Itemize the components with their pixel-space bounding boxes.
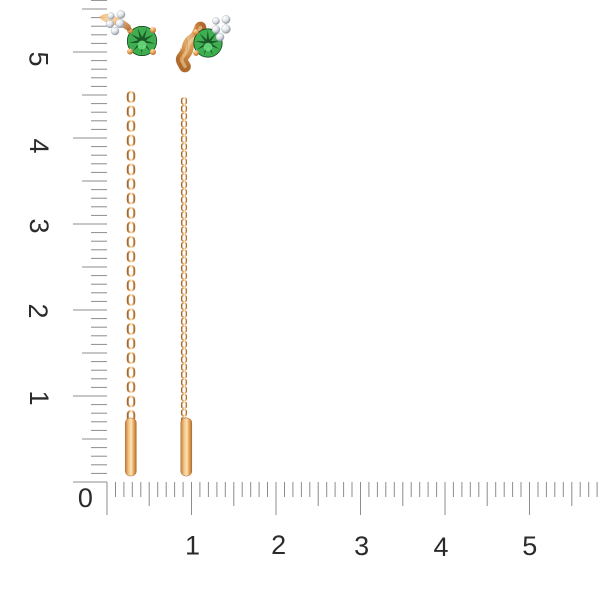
svg-text:5: 5 [23,51,53,66]
svg-text:4: 4 [433,532,448,562]
svg-text:5: 5 [522,531,537,561]
svg-text:2: 2 [271,530,286,560]
svg-text:3: 3 [354,531,369,561]
svg-text:4: 4 [24,138,54,153]
svg-text:3: 3 [24,218,54,233]
svg-text:0: 0 [78,483,93,513]
svg-text:1: 1 [185,531,200,561]
svg-text:1: 1 [24,390,54,405]
svg-text:2: 2 [23,303,53,318]
